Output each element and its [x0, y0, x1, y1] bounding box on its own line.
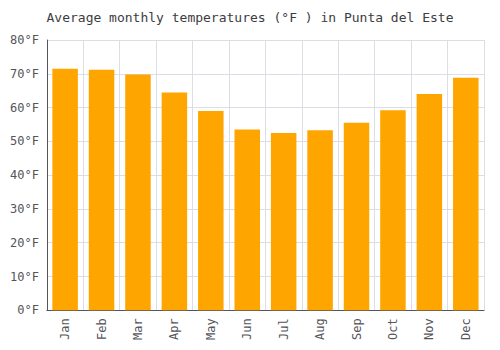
- svg-text:Dec: Dec: [459, 318, 473, 340]
- svg-text:Average monthly temperatures (: Average monthly temperatures (°F ) in Pu…: [47, 10, 454, 25]
- svg-text:Jun: Jun: [240, 318, 254, 340]
- svg-text:Apr: Apr: [167, 318, 181, 340]
- svg-text:Oct: Oct: [386, 318, 400, 340]
- svg-text:80°F: 80°F: [10, 33, 39, 47]
- svg-text:Jul: Jul: [277, 318, 291, 340]
- svg-text:Sep: Sep: [350, 318, 364, 340]
- svg-text:30°F: 30°F: [10, 202, 39, 216]
- svg-text:70°F: 70°F: [10, 67, 39, 81]
- svg-text:0°F: 0°F: [17, 303, 39, 317]
- svg-text:Jan: Jan: [58, 318, 72, 340]
- svg-text:50°F: 50°F: [10, 134, 39, 148]
- svg-text:May: May: [204, 318, 218, 340]
- svg-text:Feb: Feb: [95, 318, 109, 340]
- svg-text:Mar: Mar: [131, 318, 145, 340]
- svg-text:40°F: 40°F: [10, 168, 39, 182]
- svg-text:60°F: 60°F: [10, 101, 39, 115]
- svg-text:10°F: 10°F: [10, 270, 39, 284]
- svg-text:Aug: Aug: [313, 318, 327, 340]
- svg-text:Nov: Nov: [422, 318, 436, 340]
- svg-text:20°F: 20°F: [10, 236, 39, 250]
